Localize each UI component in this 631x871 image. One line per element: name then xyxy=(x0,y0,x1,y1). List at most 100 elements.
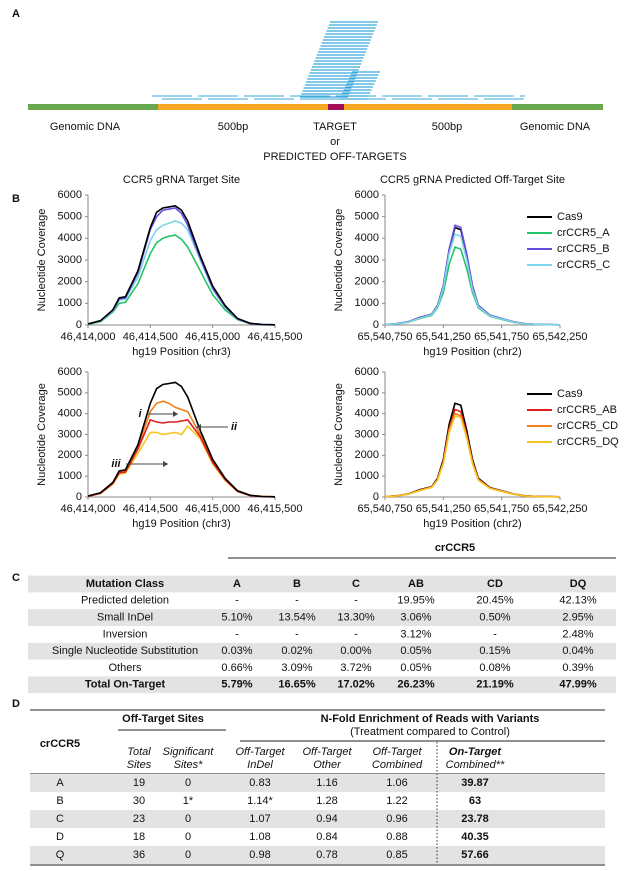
table-cell: 26.23% xyxy=(397,679,435,691)
table-cell: 3.09% xyxy=(281,662,312,674)
table-cell: Q xyxy=(56,849,65,861)
y-tick-label: 3000 xyxy=(58,428,82,440)
table-cell: 0.66% xyxy=(221,662,252,674)
y-tick-label: 0 xyxy=(76,491,82,503)
table-cell: 1.07 xyxy=(249,813,270,825)
arrow-head xyxy=(173,411,178,417)
table-cell: 0.83 xyxy=(249,777,270,789)
table-cell: Single Nucleotide Substitution xyxy=(52,645,198,657)
table-cell: - xyxy=(235,628,239,640)
region-label: or xyxy=(330,136,340,148)
legend-label: crCCR5_AB xyxy=(557,404,617,416)
table-cell: 30 xyxy=(133,795,145,807)
table-cell: 2.95% xyxy=(562,612,593,624)
table-cell: 5.10% xyxy=(221,612,252,624)
x-tick-label: 65,541,250 xyxy=(416,331,471,343)
y-tick-label: 4000 xyxy=(58,232,82,244)
table-cell: - xyxy=(235,595,239,607)
column-header: Other xyxy=(313,759,342,771)
arrow-head xyxy=(163,461,168,467)
y-tick-label: 5000 xyxy=(355,211,379,223)
table-cell: 0.15% xyxy=(479,645,510,657)
region-label: Genomic DNA xyxy=(50,121,121,133)
x-tick-label: 65,542,250 xyxy=(532,331,587,343)
y-axis-label: Nucleotide Coverage xyxy=(36,383,48,486)
annotation: i xyxy=(138,408,142,420)
group-header: crCCR5 xyxy=(435,542,475,554)
y-axis-label: Nucleotide Coverage xyxy=(36,209,48,312)
y-tick-label: 6000 xyxy=(58,366,82,378)
y-tick-label: 6000 xyxy=(355,366,379,378)
legend-label: crCCR5_B xyxy=(557,243,610,255)
row-header: crCCR5 xyxy=(40,738,80,750)
region-label: 500bp xyxy=(432,121,463,133)
group-header: N-Fold Enrichment of Reads with Variants xyxy=(321,713,540,725)
column-header: AB xyxy=(408,578,424,590)
table-cell: 0.85 xyxy=(386,849,407,861)
x-tick-label: 46,415,500 xyxy=(247,503,302,515)
x-tick-label: 46,415,000 xyxy=(185,503,240,515)
table-cell: 0.78 xyxy=(316,849,337,861)
y-tick-label: 3000 xyxy=(355,254,379,266)
table-cell: B xyxy=(56,795,63,807)
y-tick-label: 1000 xyxy=(58,297,82,309)
table-cell: 17.02% xyxy=(337,679,375,691)
table-cell: - xyxy=(493,628,497,640)
column-header: C xyxy=(352,578,360,590)
x-tick-label: 46,415,500 xyxy=(247,331,302,343)
column-header: Sites* xyxy=(174,759,203,771)
y-tick-label: 0 xyxy=(373,491,379,503)
table-cell: 0.50% xyxy=(479,612,510,624)
row-shade xyxy=(30,846,605,864)
annotation: iii xyxy=(111,458,121,470)
region-label: 500bp xyxy=(218,121,249,133)
table-cell: 0.94 xyxy=(316,813,337,825)
table-cell: 39.87 xyxy=(461,777,489,789)
column-header: Off-Target xyxy=(235,746,285,758)
genomic-dna-left xyxy=(28,104,158,110)
legend-label: crCCR5_CD xyxy=(557,420,618,432)
x-tick-label: 46,415,000 xyxy=(185,331,240,343)
table-cell: Others xyxy=(108,662,142,674)
y-axis-label: Nucleotide Coverage xyxy=(333,209,345,312)
table-cell: - xyxy=(295,595,299,607)
table-cell: Predicted deletion xyxy=(81,595,169,607)
table-cell: 5.79% xyxy=(221,679,252,691)
group-subheader: (Treatment compared to Control) xyxy=(350,726,510,738)
column-header: InDel xyxy=(247,759,273,771)
table-cell: 3.72% xyxy=(340,662,371,674)
coverage-line xyxy=(87,381,276,498)
x-axis-label: hg19 Position (chr2) xyxy=(423,346,521,358)
legend-label: crCCR5_A xyxy=(557,227,610,239)
chart-title: CCR5 gRNA Predicted Off-Target Site xyxy=(380,174,565,186)
table-cell: 0.02% xyxy=(281,645,312,657)
table-cell: 0.88 xyxy=(386,831,407,843)
column-header: DQ xyxy=(570,578,587,590)
table-cell: 20.45% xyxy=(476,595,514,607)
row-shade xyxy=(28,676,616,694)
table-cell: Total On-Target xyxy=(85,679,166,691)
y-tick-label: 1000 xyxy=(355,297,379,309)
target-site xyxy=(328,104,344,110)
x-tick-label: 46,414,000 xyxy=(60,331,115,343)
arrow-head xyxy=(196,424,201,430)
table-cell: 0 xyxy=(185,849,191,861)
table-cell: 0.05% xyxy=(400,645,431,657)
column-header: Sites xyxy=(127,759,152,771)
region-label: TARGET xyxy=(313,121,357,133)
table-cell: 19 xyxy=(133,777,145,789)
table-cell: 40.35 xyxy=(461,831,489,843)
table-cell: 0.96 xyxy=(386,813,407,825)
table-cell: 1.14* xyxy=(247,795,273,807)
y-tick-label: 4000 xyxy=(355,232,379,244)
table-cell: 47.99% xyxy=(559,679,597,691)
y-tick-label: 0 xyxy=(76,319,82,331)
table-cell: 0.04% xyxy=(562,645,593,657)
panel-label: D xyxy=(12,698,20,710)
table-cell: 57.66 xyxy=(461,849,489,861)
table-cell: 1* xyxy=(183,795,194,807)
legend-label: Cas9 xyxy=(557,211,583,223)
x-tick-label: 65,540,750 xyxy=(357,331,412,343)
table-cell: 0.03% xyxy=(221,645,252,657)
row-shade xyxy=(30,774,605,792)
